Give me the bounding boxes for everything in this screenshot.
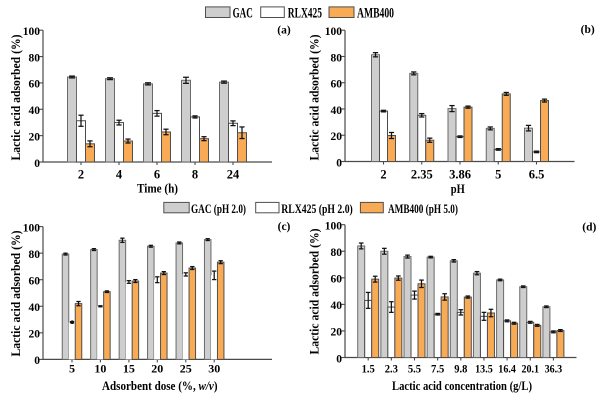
svg-text:30: 30 [208,362,220,376]
svg-text:7.5: 7.5 [431,362,444,376]
svg-text:100: 100 [23,26,41,38]
svg-text:20: 20 [331,131,343,143]
svg-text:15: 15 [123,362,135,376]
svg-text:20: 20 [29,329,41,341]
svg-text:pH: pH [451,181,465,196]
svg-text:Time (h): Time (h) [137,181,178,196]
svg-text:100: 100 [325,26,343,38]
svg-text:GAC (pH 2.0): GAC (pH 2.0) [191,202,246,216]
svg-text:2.3: 2.3 [385,362,398,376]
svg-text:Lactic acid adsorbed (%): Lactic acid adsorbed (%) [308,35,322,161]
svg-text:(a): (a) [277,25,291,37]
svg-text:AMB400 (pH 5.0): AMB400 (pH 5.0) [388,202,458,216]
svg-text:36.3: 36.3 [545,362,563,376]
svg-text:GAC: GAC [233,6,253,22]
svg-text:6: 6 [154,168,160,182]
svg-text:Lactic acid concentration (g/L: Lactic acid concentration (g/L) [392,378,532,393]
svg-text:60: 60 [331,79,343,91]
svg-text:2: 2 [380,168,386,182]
svg-text:9.8: 9.8 [454,362,467,376]
svg-text:60: 60 [331,274,343,286]
svg-text:24: 24 [227,168,240,182]
svg-text:0: 0 [34,158,40,170]
svg-text:RLX425 (pH 2.0): RLX425 (pH 2.0) [281,202,353,216]
svg-text:2.35: 2.35 [411,168,433,182]
svg-text:100: 100 [325,221,343,233]
svg-text:40: 40 [331,300,343,312]
svg-text:5: 5 [69,362,75,376]
svg-text:60: 60 [29,79,41,91]
svg-text:40: 40 [331,105,343,117]
svg-text:16.4: 16.4 [498,362,516,376]
svg-text:0: 0 [336,157,342,169]
svg-text:80: 80 [29,52,41,64]
svg-text:100: 100 [23,222,41,234]
svg-text:13.5: 13.5 [475,362,493,376]
svg-text:Lactic acid adsorbed (%): Lactic acid adsorbed (%) [9,231,23,357]
svg-text:20: 20 [331,327,343,339]
svg-text:5.5: 5.5 [408,362,421,376]
svg-text:0: 0 [336,353,342,365]
svg-text:4: 4 [116,168,123,182]
svg-text:25: 25 [180,362,192,376]
svg-text:AMB400: AMB400 [357,6,394,22]
svg-text:20: 20 [151,362,163,376]
svg-text:80: 80 [29,249,41,261]
svg-text:Lactic acid adsorbed (%): Lactic acid adsorbed (%) [308,229,322,355]
svg-text:1.5: 1.5 [362,362,375,376]
svg-text:40: 40 [29,105,41,117]
svg-text:0: 0 [34,355,40,367]
svg-text:40: 40 [29,302,41,314]
svg-text:6.5: 6.5 [529,168,545,182]
svg-text:5: 5 [495,168,501,182]
svg-text:RLX425: RLX425 [288,6,322,22]
svg-text:20: 20 [29,131,41,143]
svg-text:80: 80 [331,52,343,64]
svg-text:8: 8 [192,168,198,182]
svg-text:20.1: 20.1 [521,362,539,376]
svg-text:2: 2 [78,168,84,182]
svg-text:3.86: 3.86 [449,168,471,182]
svg-text:Adsorbent dose (%, w/v): Adsorbent dose (%, w/v) [102,378,217,393]
svg-text:10: 10 [94,362,106,376]
svg-text:(b): (b) [581,24,595,36]
svg-text:(d): (d) [582,222,596,234]
svg-text:60: 60 [29,276,41,288]
svg-text:80: 80 [331,247,343,259]
svg-text:(c): (c) [278,221,291,233]
svg-text:Lactic acid adsorbed (%): Lactic acid adsorbed (%) [9,35,23,161]
